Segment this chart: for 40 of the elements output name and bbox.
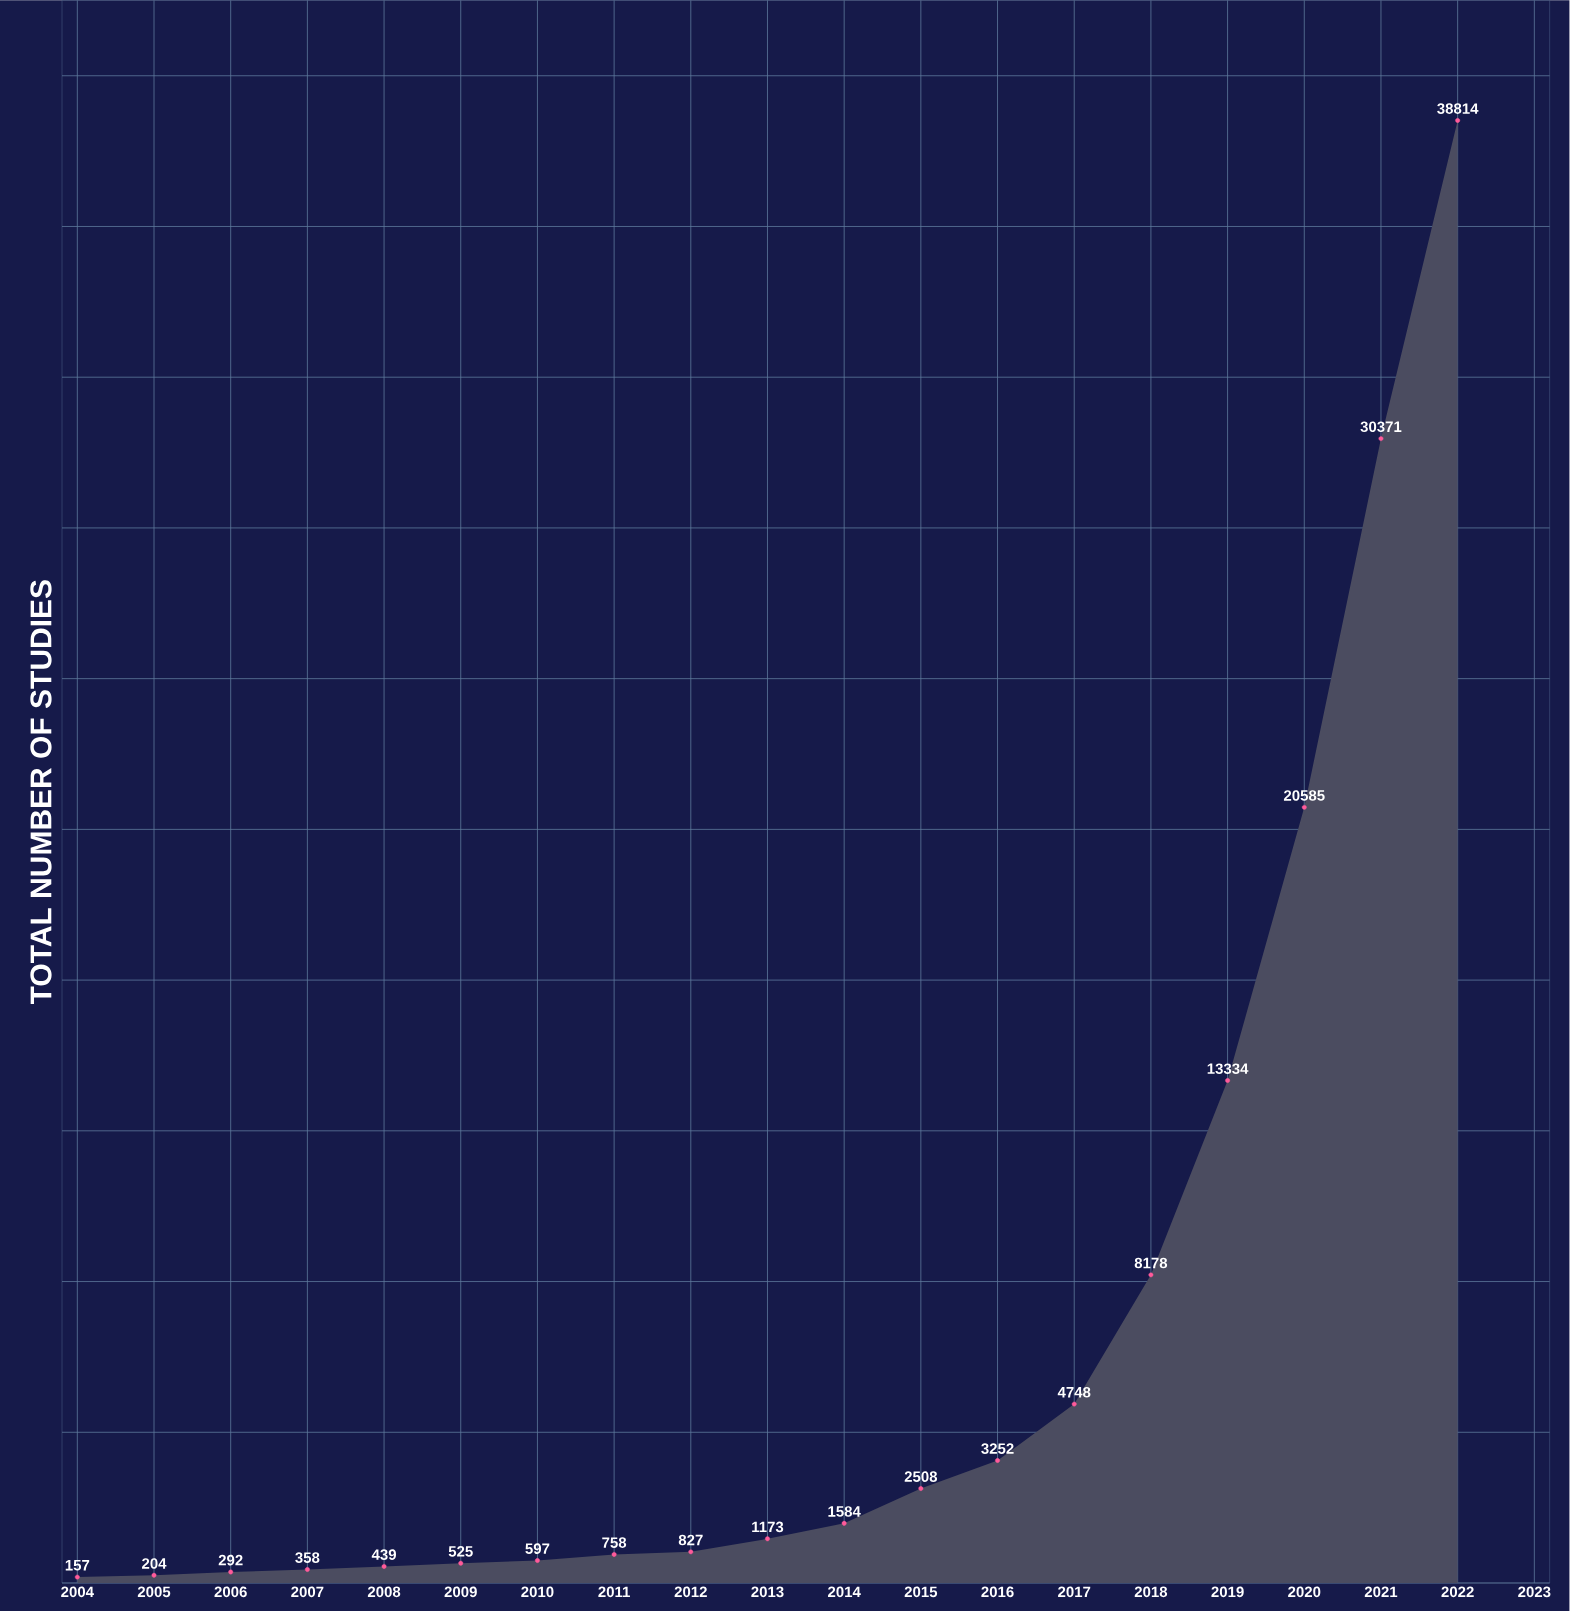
x-tick-label: 2019 — [1211, 1586, 1244, 1598]
data-label: 525 — [448, 1546, 473, 1557]
x-tick-label: 2006 — [214, 1586, 247, 1598]
x-tick-label: 2013 — [751, 1586, 784, 1598]
x-tick-label: 2018 — [1134, 1586, 1168, 1598]
data-label: 30371 — [1360, 421, 1402, 433]
y-axis-title: TOTAL NUMBER OF STUDIES — [30, 580, 52, 1005]
data-label: 157 — [65, 1560, 90, 1571]
data-label: 1173 — [752, 1521, 784, 1533]
x-tick-label: 2008 — [368, 1586, 401, 1598]
data-label: 13334 — [1207, 1063, 1249, 1075]
data-label: 4748 — [1057, 1386, 1091, 1398]
x-tick-label: 2014 — [828, 1586, 861, 1598]
x-tick-label: 2011 — [598, 1586, 631, 1598]
x-tick-label: 2010 — [521, 1586, 554, 1598]
x-tick-label: 2004 — [61, 1586, 95, 1598]
x-tick-label: 2020 — [1288, 1586, 1321, 1598]
x-tick-label: 2007 — [291, 1586, 324, 1598]
data-label: 8178 — [1134, 1257, 1168, 1269]
data-label: 1584 — [828, 1506, 861, 1517]
x-tick-label: 2009 — [444, 1586, 478, 1598]
x-tick-label: 2015 — [904, 1586, 938, 1598]
x-tick-label: 2016 — [981, 1586, 1014, 1598]
data-label: 292 — [218, 1554, 243, 1566]
x-tick-label: 2017 — [1058, 1586, 1091, 1598]
data-label: 597 — [525, 1543, 550, 1554]
data-label: 439 — [371, 1549, 397, 1560]
data-label: 204 — [142, 1558, 167, 1569]
data-label: 2508 — [904, 1471, 938, 1482]
data-label: 758 — [602, 1537, 627, 1548]
data-label: 38814 — [1437, 103, 1479, 114]
x-tick-label: 2021 — [1364, 1586, 1398, 1598]
data-label: 827 — [678, 1534, 703, 1546]
data-label: 358 — [295, 1552, 320, 1563]
data-label: 20585 — [1284, 790, 1325, 801]
x-tick-label: 2023 — [1518, 1586, 1551, 1598]
x-tick-label: 2012 — [674, 1586, 708, 1598]
x-tick-label: 2005 — [138, 1586, 171, 1598]
x-tick-label: 2022 — [1441, 1586, 1474, 1598]
data-label: 3252 — [981, 1443, 1014, 1454]
